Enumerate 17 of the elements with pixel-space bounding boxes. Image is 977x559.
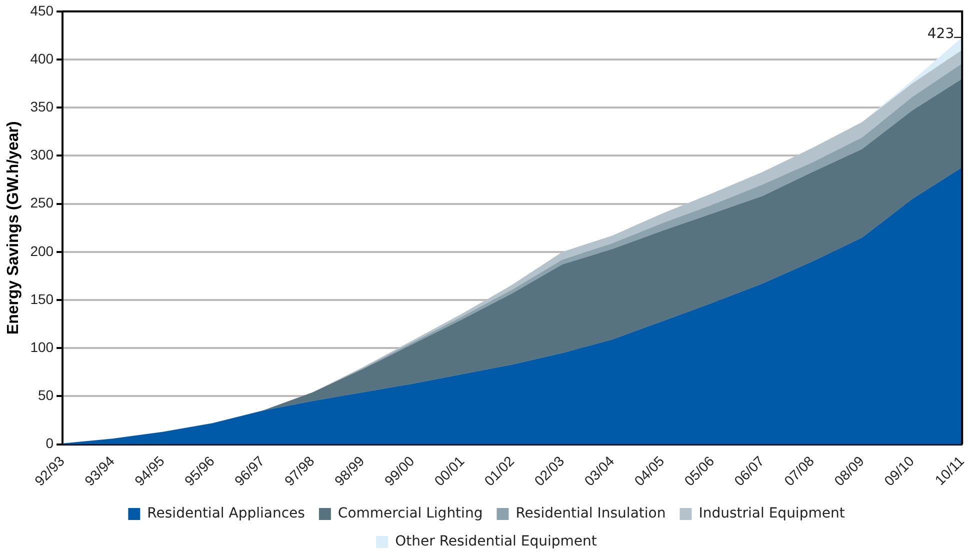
y-tick-label: 200 <box>30 242 54 259</box>
legend-label: Other Residential Equipment <box>395 534 598 550</box>
legend-label: Commercial Lighting <box>338 506 483 522</box>
legend-label: Residential Appliances <box>147 506 305 522</box>
legend-label: Industrial Equipment <box>698 506 846 522</box>
y-axis-title: Energy Savings (GW.h/year) <box>5 121 22 335</box>
legend-label: Residential Insulation <box>516 506 666 522</box>
y-tick-label: 100 <box>30 338 54 355</box>
y-tick-label: 300 <box>30 146 54 163</box>
y-tick-label: 450 <box>30 2 54 18</box>
y-tick-label: 350 <box>30 98 54 114</box>
y-tick-label: 400 <box>30 50 54 66</box>
y-tick-label: 150 <box>30 290 54 307</box>
y-tick-label: 0 <box>46 435 54 452</box>
y-tick-label: 250 <box>30 194 54 211</box>
y-tick-label: 50 <box>38 387 54 404</box>
annotation: 423 <box>927 26 954 42</box>
